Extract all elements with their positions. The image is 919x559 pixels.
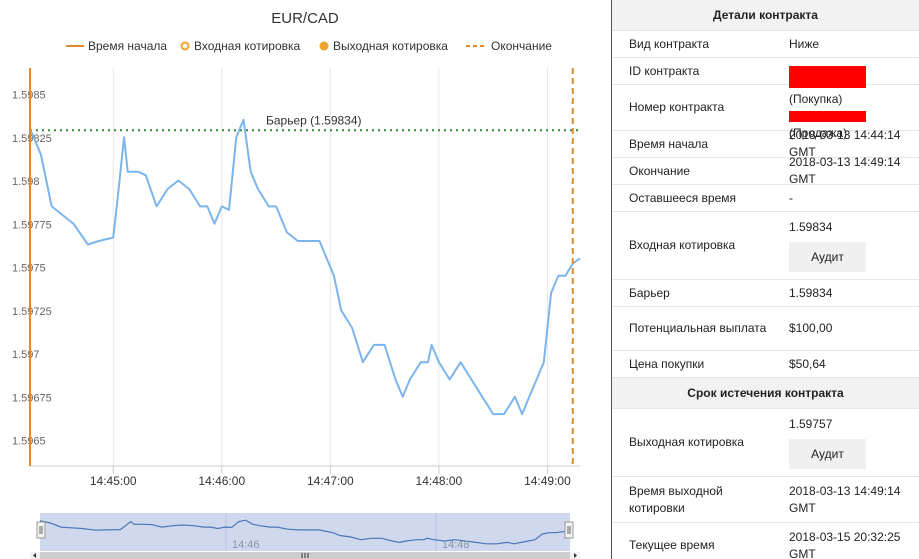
barrier-row-value: 1.59834 [789, 285, 833, 300]
row-end-time: Окончание 2018-03-13 14:49:14 GMT [612, 155, 919, 186]
navigator-left-handle[interactable] [36, 521, 46, 539]
payout-value: $100,00 [789, 321, 833, 335]
navigator-mask [40, 513, 570, 551]
y-tick-label-8: 1.5965 [12, 436, 46, 448]
row-remaining: Оставшееся время - [612, 185, 919, 212]
navigator-label-1448: 14:48 [442, 539, 470, 551]
row-barrier: Барьер 1.59834 [612, 280, 919, 307]
y-tick-label-5: 1.59725 [12, 306, 52, 318]
navigator-label-1446: 14:46 [232, 539, 260, 551]
x-tick-label-3: 14:48:00 [416, 474, 463, 488]
row-contract-number: Номер контракта (Покупка) (Продажа) [612, 76, 919, 140]
x-tick-label-0: 14:45:00 [90, 474, 137, 488]
chart-legend[interactable]: Время начала Входная котировка Выходная … [66, 39, 552, 53]
payout-label: Потенциальная выплата [629, 321, 767, 335]
row-exit-time: Время выходной котировки 2018-03-13 14:4… [612, 477, 919, 523]
navigator-scrollbar[interactable] [30, 552, 580, 559]
contract-id-redaction [789, 65, 866, 77]
price-chart[interactable]: EUR/CAD Время начала Входная котировка В… [0, 0, 612, 559]
end-time-label: Окончание [629, 163, 690, 178]
scrollbar-left-arrow-icon[interactable] [33, 553, 36, 558]
row-payout: Потенциальная выплата $100,00 [612, 307, 919, 351]
barrier-row-label: Барьер [629, 285, 670, 300]
contract-number-buy-redaction [789, 76, 866, 88]
y-tick-label-3: 1.59775 [12, 219, 52, 231]
row-contract-id: ID контракта [612, 58, 919, 85]
exit-spot-value: 1.59757 [789, 417, 833, 431]
contract-type-label: Вид контракта [629, 36, 709, 51]
chart-panel: EUR/CAD Время начала Входная котировка В… [0, 0, 612, 559]
start-time-label: Время начала [629, 136, 709, 151]
panel-divider [611, 0, 612, 559]
y-tick-label-7: 1.59675 [12, 392, 52, 404]
x-tick-label-2: 14:47:00 [307, 474, 354, 488]
contract-number-sell: (Продажа) [789, 125, 848, 140]
start-time-value: 2018-03-13 14:44:14 GMT [789, 128, 901, 159]
exit-spot-label: Выходная котировка [629, 435, 744, 449]
legend-entry-ring-icon [180, 41, 190, 51]
row-price: Цена покупки $50,64 [612, 351, 919, 378]
legend-entry-label: Входная котировка [194, 39, 301, 53]
contract-number-buy: (Покупка) [789, 91, 843, 106]
exit-audit-button[interactable]: Аудит [789, 439, 866, 469]
exit-time-label: Время выходной котировки [629, 483, 723, 515]
legend-exit-label: Выходная котировка [333, 39, 448, 53]
contract-details-header: Детали контракта [612, 0, 919, 31]
navigator-series-line [39, 519, 571, 545]
row-contract-type: Вид контракта Ниже [612, 31, 919, 58]
end-time-value: 2018-03-13 14:49:14 GMT [789, 155, 901, 186]
row-start-time: Время начала 2018-03-13 14:44:14 GMT [612, 128, 919, 159]
row-current-time: Текущее время 2018-03-15 20:32:25 GMT [612, 523, 919, 559]
row-entry-spot: Входная котировка 1.59834 Аудит [612, 212, 919, 280]
row-exit-spot: Выходная котировка 1.59757 Аудит [612, 409, 919, 477]
expiry-header: Срок истечения контракта [612, 378, 919, 409]
legend-end-label: Окончание [491, 39, 552, 53]
y-axis-ticks: 1.5985 1.59825 1.598 1.59775 1.5975 1.59725 1.… [12, 90, 52, 448]
price-value: $50,64 [789, 356, 826, 371]
y-tick-label-2: 1.598 [12, 176, 40, 188]
navigator-right-handle[interactable] [564, 521, 574, 539]
y-tick-label-0: 1.5985 [12, 90, 46, 102]
x-axis-ticks: 14:45:00 14:46:00 14:47:00 14:48:00 14:49:00 [90, 466, 571, 488]
y-tick-label-4: 1.5975 [12, 263, 46, 275]
contract-details-panel: Детали контракта Вид контракта Ниже ID к… [612, 0, 919, 559]
contract-number-sell-redaction [789, 110, 866, 122]
contract-type-value: Ниже [789, 36, 820, 51]
contract-number-label: Номер контракта [629, 100, 725, 114]
current-time-value: 2018-03-15 20:32:25 GMT [789, 529, 901, 559]
chart-title: EUR/CAD [271, 10, 339, 27]
x-tick-label-1: 14:46:00 [198, 474, 245, 488]
entry-spot-value: 1.59834 [789, 220, 833, 234]
contract-id-label: ID контракта [629, 63, 700, 78]
y-tick-label-1: 1.59825 [12, 133, 52, 145]
legend-start-label: Время начала [88, 39, 167, 53]
x-tick-label-4: 14:49:00 [524, 474, 571, 488]
price-series-line[interactable] [29, 118, 581, 416]
legend-exit-dot-icon [319, 41, 329, 51]
entry-audit-button[interactable]: Аудит [789, 242, 866, 272]
exit-time-value: 2018-03-13 14:49:14 GMT [789, 483, 901, 515]
navigator[interactable]: 14:46 14:48 [36, 513, 574, 551]
barrier-label: Барьер (1.59834) [266, 113, 362, 127]
scrollbar-right-arrow-icon[interactable] [574, 553, 577, 558]
current-time-label: Текущее время [629, 538, 715, 552]
remaining-value: - [789, 190, 793, 205]
entry-spot-label: Входная котировка [629, 238, 736, 252]
y-tick-label-6: 1.597 [12, 349, 40, 361]
price-label: Цена покупки [629, 356, 705, 371]
remaining-label: Оставшееся время [629, 190, 737, 205]
